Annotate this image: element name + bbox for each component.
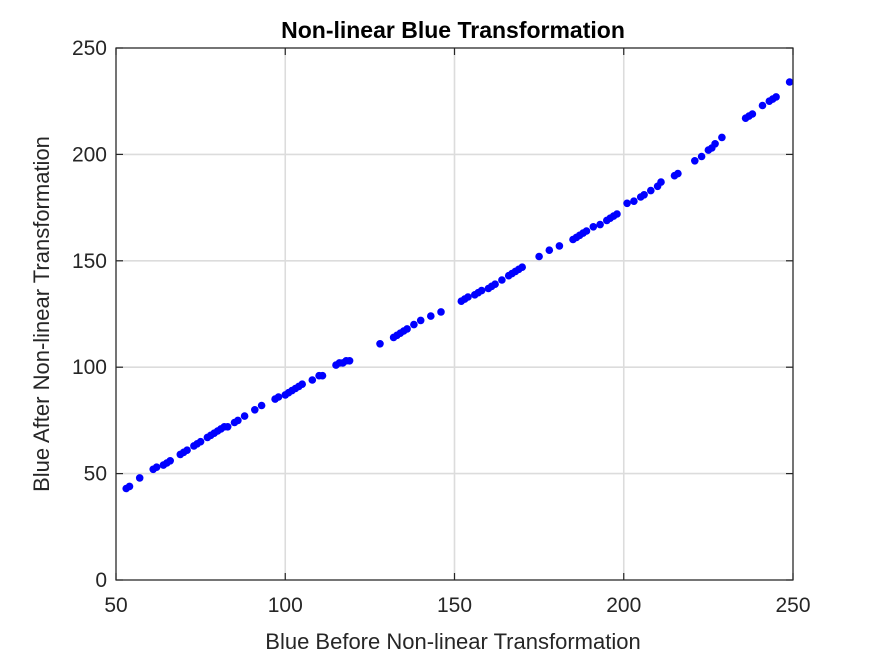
data-point xyxy=(427,312,435,320)
data-point xyxy=(166,457,174,465)
data-point xyxy=(785,78,794,86)
data-point xyxy=(345,357,354,365)
data-point xyxy=(298,380,307,389)
x-tick-label: 200 xyxy=(606,594,641,617)
y-tick-label: 50 xyxy=(84,463,107,486)
y-axis-label: Blue After Non-linear Transformation xyxy=(29,136,54,492)
data-point xyxy=(630,197,638,205)
y-tick-label: 100 xyxy=(72,356,107,379)
data-point xyxy=(545,246,554,254)
data-point xyxy=(477,286,486,295)
data-point xyxy=(674,169,682,178)
data-point xyxy=(535,252,543,261)
data-point xyxy=(613,210,621,218)
y-tick-label: 0 xyxy=(95,569,107,592)
x-tick-label: 150 xyxy=(437,594,472,617)
data-point xyxy=(691,157,699,165)
data-point xyxy=(623,199,631,208)
y-tick-label: 250 xyxy=(72,37,107,60)
data-point xyxy=(196,437,205,446)
data-point xyxy=(152,463,161,472)
data-point xyxy=(135,474,144,482)
data-point xyxy=(772,93,780,101)
data-point xyxy=(240,412,249,420)
data-point xyxy=(223,423,232,431)
y-ticks: 0 50 100 150 200 250 xyxy=(72,37,793,592)
data-point xyxy=(318,371,327,380)
data-point xyxy=(758,101,767,110)
data-point xyxy=(748,110,757,118)
data-point xyxy=(589,223,598,231)
chart-title: Non-linear Blue Transformation xyxy=(281,17,625,43)
x-axis-label: Blue Before Non-linear Transformation xyxy=(265,629,640,654)
data-point xyxy=(376,340,384,348)
data-point xyxy=(711,140,719,148)
data-point xyxy=(437,308,445,316)
y-tick-label: 200 xyxy=(72,143,107,166)
data-point xyxy=(555,242,564,250)
data-point xyxy=(125,482,134,491)
x-ticks: 50 100 150 200 250 xyxy=(104,48,811,617)
data-point xyxy=(403,325,411,333)
data-point xyxy=(410,320,418,329)
data-point xyxy=(464,293,472,301)
y-tick-label: 150 xyxy=(72,250,107,273)
data-point xyxy=(274,393,283,401)
x-tick-label: 50 xyxy=(104,594,127,617)
data-point xyxy=(657,178,665,186)
data-point xyxy=(582,227,591,235)
data-point xyxy=(498,276,506,284)
data-point xyxy=(596,220,604,229)
data-point xyxy=(491,280,499,289)
data-points xyxy=(122,78,794,493)
data-point xyxy=(697,152,706,161)
data-point xyxy=(718,133,726,142)
x-tick-label: 100 xyxy=(268,594,303,617)
x-tick-label: 250 xyxy=(775,594,810,617)
data-point xyxy=(234,416,242,425)
data-point xyxy=(518,263,526,272)
data-point xyxy=(647,186,655,195)
data-point xyxy=(257,401,266,410)
data-point xyxy=(640,191,648,199)
data-point xyxy=(308,376,317,384)
data-point xyxy=(416,316,425,325)
data-point xyxy=(251,406,259,414)
data-point xyxy=(183,446,191,455)
